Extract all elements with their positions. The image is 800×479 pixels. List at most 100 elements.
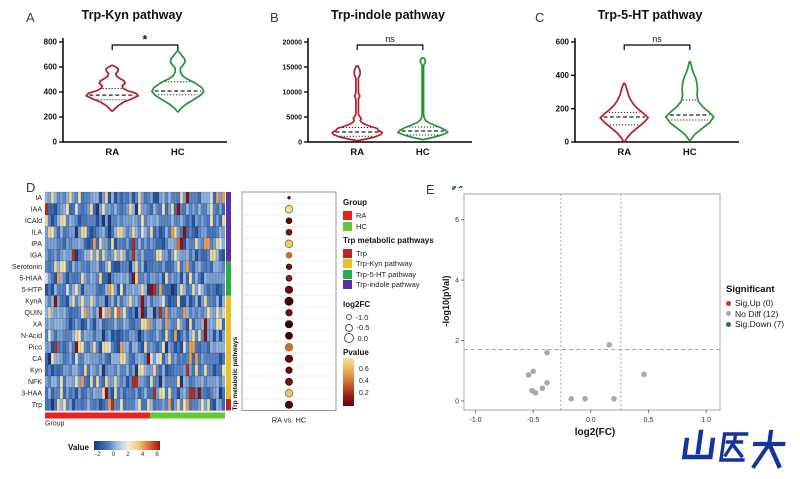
heatmap-cell (179, 352, 184, 365)
heatmap-cell (161, 249, 166, 262)
heatmap-cell (83, 364, 88, 377)
heatmap-cell (122, 306, 127, 319)
heatmap-cell (71, 306, 76, 319)
heatmap-row-label: Trp (32, 402, 42, 409)
heatmap-cell (74, 295, 79, 308)
legend-group-ra: RA (343, 210, 366, 220)
heatmap-cell (113, 329, 118, 342)
heatmap-cell (56, 191, 61, 204)
dotplot-point-Kyn (285, 366, 293, 374)
heatmap-cell (185, 203, 190, 216)
heatmap-cell (71, 375, 76, 388)
heatmap-cell (131, 283, 136, 296)
heatmap-cell (44, 318, 49, 331)
heatmap-cell (83, 226, 88, 239)
heatmap-cell (164, 260, 169, 273)
heatmap-cell (65, 272, 70, 285)
heatmap-cell (95, 249, 100, 262)
heatmap-cell (89, 341, 94, 354)
heatmap-cell (62, 387, 67, 400)
panel-d-heatmap: IA IAA ICAld ILA IPA IGA Serotonin 5-HIAA 5-HTP K… (0, 190, 255, 447)
heatmap-cell (134, 375, 139, 388)
heatmap-cell (74, 398, 79, 411)
heatmap-cell (161, 364, 166, 377)
panel-a-title: Trp-Kyn pathway (81, 8, 183, 22)
watermark-strokes (681, 429, 786, 469)
heatmap-cell (221, 237, 226, 250)
heatmap-cell (137, 203, 142, 216)
heatmap-cell (194, 214, 199, 227)
heatmap-row-label: QUIN (25, 310, 43, 317)
heatmap-cell (86, 318, 91, 331)
value-tick-label: 4 (140, 451, 145, 458)
heatmap-cell (185, 387, 190, 400)
heatmap-cell (212, 295, 217, 308)
heatmap-cell (155, 226, 160, 239)
heatmap-cell (164, 226, 169, 239)
heatmap-cell (101, 364, 106, 377)
y-tick-label: 400 (44, 88, 58, 97)
heatmap-cell (101, 295, 106, 308)
heatmap-cell (209, 306, 214, 319)
heatmap-cell (128, 375, 133, 388)
heatmap-cell (125, 295, 130, 308)
heatmap-cell (137, 283, 142, 296)
heatmap-cell (107, 249, 112, 262)
heatmap-cell (119, 318, 124, 331)
heatmap-cell (74, 283, 79, 296)
heatmap-cell (221, 352, 226, 365)
heatmap-row-label: 3-HAA (21, 391, 42, 398)
heatmap-cell (101, 398, 106, 411)
heatmap-cell (197, 398, 202, 411)
heatmap-cell (113, 272, 118, 285)
heatmap-cell (131, 260, 136, 273)
heatmap-cell (203, 341, 208, 354)
volcano-y-axis-label: -log10(pVal) (441, 275, 451, 327)
heatmap-cell (62, 283, 67, 296)
heatmap-cell (50, 260, 55, 273)
heatmap-cell (140, 375, 145, 388)
heatmap-cell (47, 237, 52, 250)
heatmap-cell (53, 226, 58, 239)
heatmap-cell (98, 352, 103, 365)
heatmap-cell (185, 306, 190, 319)
heatmap-cell (182, 203, 187, 216)
heatmap-cell (134, 352, 139, 365)
heatmap-cell (155, 203, 160, 216)
heatmap-cell (47, 306, 52, 319)
heatmap-cell (200, 283, 205, 296)
heatmap-cell (83, 191, 88, 204)
heatmap-cell (95, 214, 100, 227)
legend-log2fc-0-label: -1.0 (355, 312, 369, 322)
significance-label: * (143, 33, 148, 47)
heatmap-cell (113, 306, 118, 319)
heatmap-cell (164, 214, 169, 227)
heatmap-cell (209, 398, 214, 411)
heatmap-cell (182, 352, 187, 365)
dotplot-point-QUIN (285, 309, 293, 317)
heatmap-cell (74, 352, 79, 365)
heatmap-cell (53, 283, 58, 296)
heatmap-cell (128, 364, 133, 377)
heatmap-cell (164, 272, 169, 285)
heatmap-cell (176, 364, 181, 377)
heatmap-cell (68, 364, 73, 377)
heatmap-cell (152, 272, 157, 285)
heatmap-cell (89, 398, 94, 411)
legend-pathway-2-label: Trp-5-HT pathway (356, 269, 417, 279)
heatmap-cell (137, 341, 142, 354)
heatmap-cell (95, 272, 100, 285)
heatmap-cell (143, 306, 148, 319)
heatmap-cell (128, 226, 133, 239)
heatmap-cell (209, 237, 214, 250)
heatmap-cell (218, 295, 223, 308)
heatmap-cell (173, 260, 178, 273)
heatmap-cell (86, 375, 91, 388)
heatmap-cell (104, 191, 109, 204)
dotplot-point-IA (287, 196, 291, 200)
heatmap-cell (101, 203, 106, 216)
heatmap-cell (65, 237, 70, 250)
heatmap-cell (53, 375, 58, 388)
heatmap-cell (134, 203, 139, 216)
